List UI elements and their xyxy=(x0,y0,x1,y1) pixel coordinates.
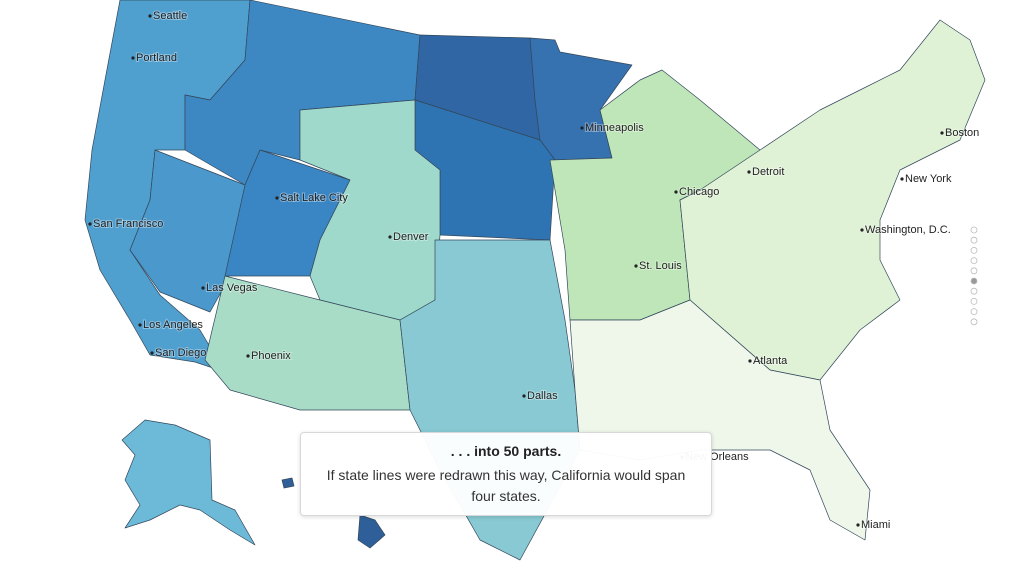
city-dot xyxy=(131,56,135,60)
step-dot[interactable] xyxy=(970,277,978,285)
step-dot[interactable] xyxy=(970,246,978,254)
caption-title: . . . into 50 parts. xyxy=(450,443,562,459)
caption-text: If state lines were redrawn this way, Ca… xyxy=(326,467,686,504)
city-dot xyxy=(900,177,904,181)
city-dot xyxy=(275,196,279,200)
city-label: Minneapolis xyxy=(585,122,644,134)
city-dot xyxy=(674,190,678,194)
city-label: Miami xyxy=(861,519,890,531)
city-dot xyxy=(634,264,638,268)
alaska xyxy=(121,419,256,546)
step-dot[interactable] xyxy=(970,318,978,326)
step-navigation xyxy=(970,226,978,326)
city-dot xyxy=(522,394,526,398)
city-dot xyxy=(748,359,752,363)
city-label: Atlanta xyxy=(753,355,788,367)
city-dot xyxy=(388,235,392,239)
city-label: San Francisco xyxy=(93,218,163,230)
city-dot xyxy=(246,354,250,358)
city-dot xyxy=(860,228,864,232)
city-dot xyxy=(150,351,154,355)
city-label: San Diego xyxy=(155,347,206,359)
city-label: New York xyxy=(905,173,952,185)
step-dot[interactable] xyxy=(970,267,978,275)
city-dot xyxy=(856,523,860,527)
city-label: St. Louis xyxy=(639,260,682,272)
city-dot xyxy=(940,131,944,135)
step-dot[interactable] xyxy=(970,297,978,305)
hawaii xyxy=(281,477,295,489)
city-label: Portland xyxy=(136,52,177,64)
city-label: Phoenix xyxy=(251,350,291,362)
city-label: Denver xyxy=(393,231,429,243)
city-label: Seattle xyxy=(153,10,187,22)
hawaii xyxy=(357,514,386,549)
city-dot xyxy=(138,323,142,327)
step-dot[interactable] xyxy=(970,287,978,295)
city-dot xyxy=(747,170,751,174)
caption-box: . . . into 50 parts. If state lines were… xyxy=(300,432,712,516)
city-dot xyxy=(88,222,92,226)
step-dot[interactable] xyxy=(970,308,978,316)
step-dot[interactable] xyxy=(970,257,978,265)
city-label: Los Angeles xyxy=(143,319,203,331)
city-label: Detroit xyxy=(752,166,784,178)
city-label: Chicago xyxy=(679,186,719,198)
region xyxy=(679,19,986,381)
city-label: Boston xyxy=(945,127,979,139)
step-dot[interactable] xyxy=(970,236,978,244)
region xyxy=(204,275,411,411)
city-label: Las Vegas xyxy=(206,282,258,294)
city-dot xyxy=(580,126,584,130)
city-dot xyxy=(148,14,152,18)
city-label: Dallas xyxy=(527,390,558,402)
city-label: Salt Lake City xyxy=(280,192,348,204)
city-dot xyxy=(201,286,205,290)
city-label: Washington, D.C. xyxy=(865,224,951,236)
step-dot[interactable] xyxy=(970,226,978,234)
